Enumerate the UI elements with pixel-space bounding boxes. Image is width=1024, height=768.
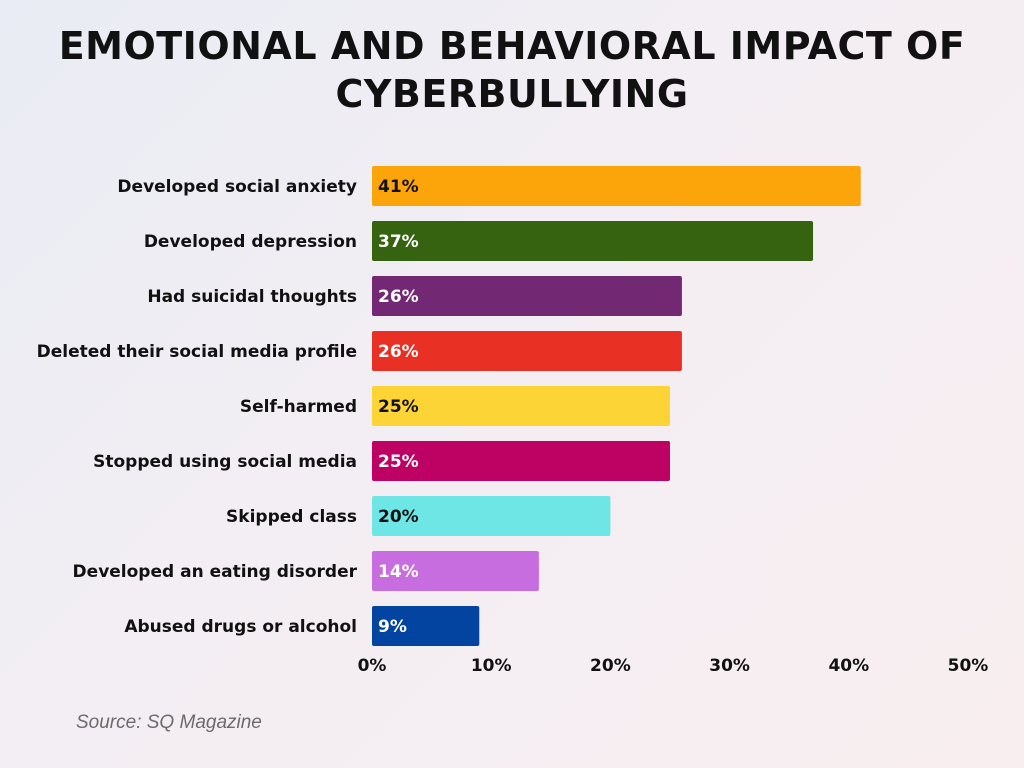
category-label-1: Developed social anxiety [117,177,357,197]
category-label-9: Abused drugs or alcohol [124,617,357,637]
category-label-7: Skipped class [226,507,357,527]
bar-5 [372,386,670,426]
x-tick-label-0: 0% [358,656,387,676]
value-label-3: 26% [378,287,419,307]
chart-title-line-1: EMOTIONAL AND BEHAVIORAL IMPACT OF [58,24,966,68]
bar-3 [372,276,682,316]
x-tick-label-30: 30% [709,656,750,676]
x-tick-label-20: 20% [590,656,631,676]
value-label-1: 41% [378,177,419,197]
category-label-6: Stopped using social media [93,452,357,472]
value-label-2: 37% [378,232,419,252]
chart-title: EMOTIONAL AND BEHAVIORAL IMPACT OF CYBER… [0,22,1024,118]
category-label-3: Had suicidal thoughts [147,287,357,307]
category-label-2: Developed depression [144,232,357,252]
category-label-8: Developed an eating disorder [73,562,358,582]
x-tick-label-10: 10% [471,656,512,676]
value-label-5: 25% [378,397,419,417]
bar-7 [372,496,611,536]
source-note: Source: SQ Magazine [76,712,262,733]
value-label-9: 9% [378,617,407,637]
x-tick-label-40: 40% [828,656,869,676]
value-label-7: 20% [378,507,419,527]
bar-1 [372,166,861,206]
category-label-5: Self-harmed [240,397,357,417]
value-label-8: 14% [378,562,419,582]
value-label-6: 25% [378,452,419,472]
x-tick-label-50: 50% [948,656,989,676]
bar-6 [372,441,670,481]
bar-2 [372,221,814,261]
chart-title-line-2: CYBERBULLYING [335,72,689,116]
bar-9 [372,606,480,646]
bar-4 [372,331,682,371]
bar-8 [372,551,539,591]
category-label-4: Deleted their social media profile [37,342,357,362]
value-label-4: 26% [378,342,419,362]
